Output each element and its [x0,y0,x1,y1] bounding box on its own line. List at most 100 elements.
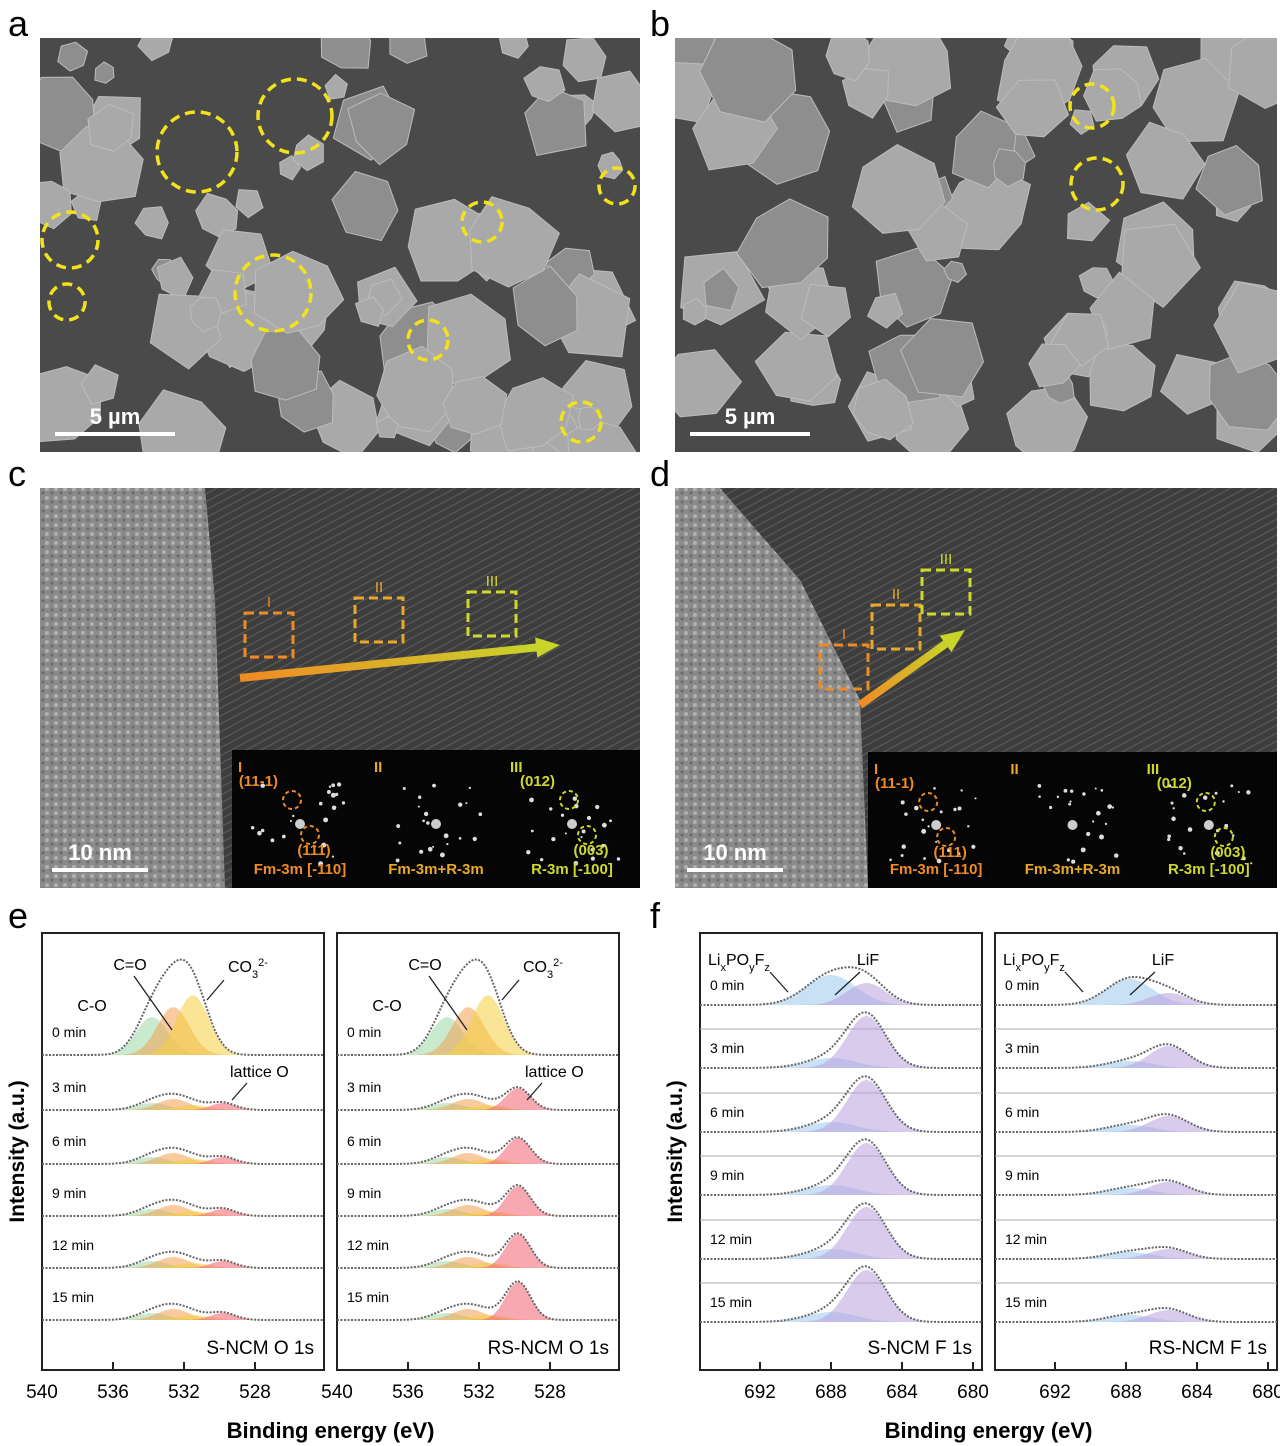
fit-peak [337,1159,619,1164]
fft-spot [321,842,327,848]
particle [591,70,640,133]
fft-spot [417,805,420,808]
particle [354,296,384,328]
fft-spot [914,805,919,811]
x-tick-label: 680 [957,1382,989,1403]
fft-spot [468,786,472,790]
fft-spot [947,848,951,853]
annotation: LiF [1152,952,1174,969]
particle [375,415,400,439]
fft-spot [1038,795,1041,798]
fft-spot [1068,802,1072,806]
region-label: I [842,626,846,643]
particle [94,61,115,84]
fft-spot [592,847,596,851]
particle [40,180,72,230]
fit-peak [995,993,1277,1005]
fft-spot [1082,792,1086,796]
tem-amorphous [40,488,225,888]
plot-frame [699,932,983,1371]
spectrum [700,1265,982,1323]
time-label: 9 min [52,1185,86,1201]
fft-spot [1096,810,1101,816]
fit-peak [995,979,1277,1005]
fft-phase: Fm-3m+R-3m [388,861,483,878]
fit-peak [995,1310,1277,1322]
spectrum [42,958,324,1056]
time-label: 12 min [710,1231,752,1247]
fft-spot [564,832,567,835]
fft-spot [927,825,930,828]
particle [524,86,587,156]
fft-spot-label: (111) [297,842,330,859]
crack-marker [460,200,504,244]
x-tick-label: 684 [1181,1382,1213,1403]
fft-spot [581,829,586,834]
fft-spot [936,858,942,864]
fft-spot [250,826,255,830]
particle [189,296,222,333]
fft-center [295,819,305,829]
time-label: 12 min [347,1237,389,1253]
fit-peak [337,1099,619,1110]
fft-spot [1092,820,1095,823]
scale-bar-label: 10 nm [703,840,767,865]
fft-spot [953,807,957,812]
annotation-part: CO [523,959,547,976]
particle [347,92,416,166]
fft-spot [292,814,295,818]
particle [993,148,1026,188]
fft-spot-marker [300,825,320,845]
spectrum [42,1092,324,1111]
fft-spot-label: (003) [573,842,608,859]
crack-marker [559,400,603,444]
fft-spot [1167,834,1171,839]
particle [675,349,743,418]
annotation-arrow [231,1082,248,1101]
x-tick-label: 688 [815,1382,847,1403]
fit-peak [700,1207,982,1259]
fft-spot [526,850,531,855]
particle [253,250,345,334]
particle [703,267,740,312]
fft-spot [974,797,977,800]
y-axis-label: Intensity (a.u.) [6,1080,29,1222]
fft-spot-label: (003) [1210,844,1245,861]
panel-label: c [8,453,26,494]
fit-peak [700,1143,982,1195]
fft-spot [1063,788,1068,793]
annotation-part: Li [1003,952,1015,969]
annotation-arrow [1129,971,1156,996]
spectrum [42,1198,324,1217]
fft-spot [900,800,905,805]
fit-peak [700,1016,982,1068]
time-label: 0 min [1005,977,1039,993]
fft-spot-marker [918,792,939,812]
annotation: CO32- [228,957,268,981]
fft-spot [465,802,468,805]
fft-spot [398,841,402,845]
particle [57,41,89,72]
fft-spot-label: (111) [933,844,966,861]
crack-marker [233,253,313,333]
particle [80,364,119,405]
particle [699,38,797,123]
fit-peak [42,1105,324,1110]
annotation-part: 3 [252,969,258,981]
fft-phase: Fm-3m [-110] [890,861,983,878]
fft-spot [551,836,556,842]
fft-spot [1222,800,1225,803]
fit-peak [995,1046,1277,1068]
y-axis-label: Intensity (a.u.) [664,1080,687,1222]
particle [866,292,904,329]
annotation-arrow [526,1082,543,1101]
fft-spot [446,842,449,846]
fft-spot [889,858,892,862]
fft-region: I [874,761,878,778]
fit-peak [995,1188,1277,1195]
fft-spot-label: (012) [1157,775,1192,792]
particle [1227,38,1277,110]
tem-amorphous [675,488,868,888]
time-label: 3 min [1005,1040,1039,1056]
fft-spot [1241,856,1246,861]
